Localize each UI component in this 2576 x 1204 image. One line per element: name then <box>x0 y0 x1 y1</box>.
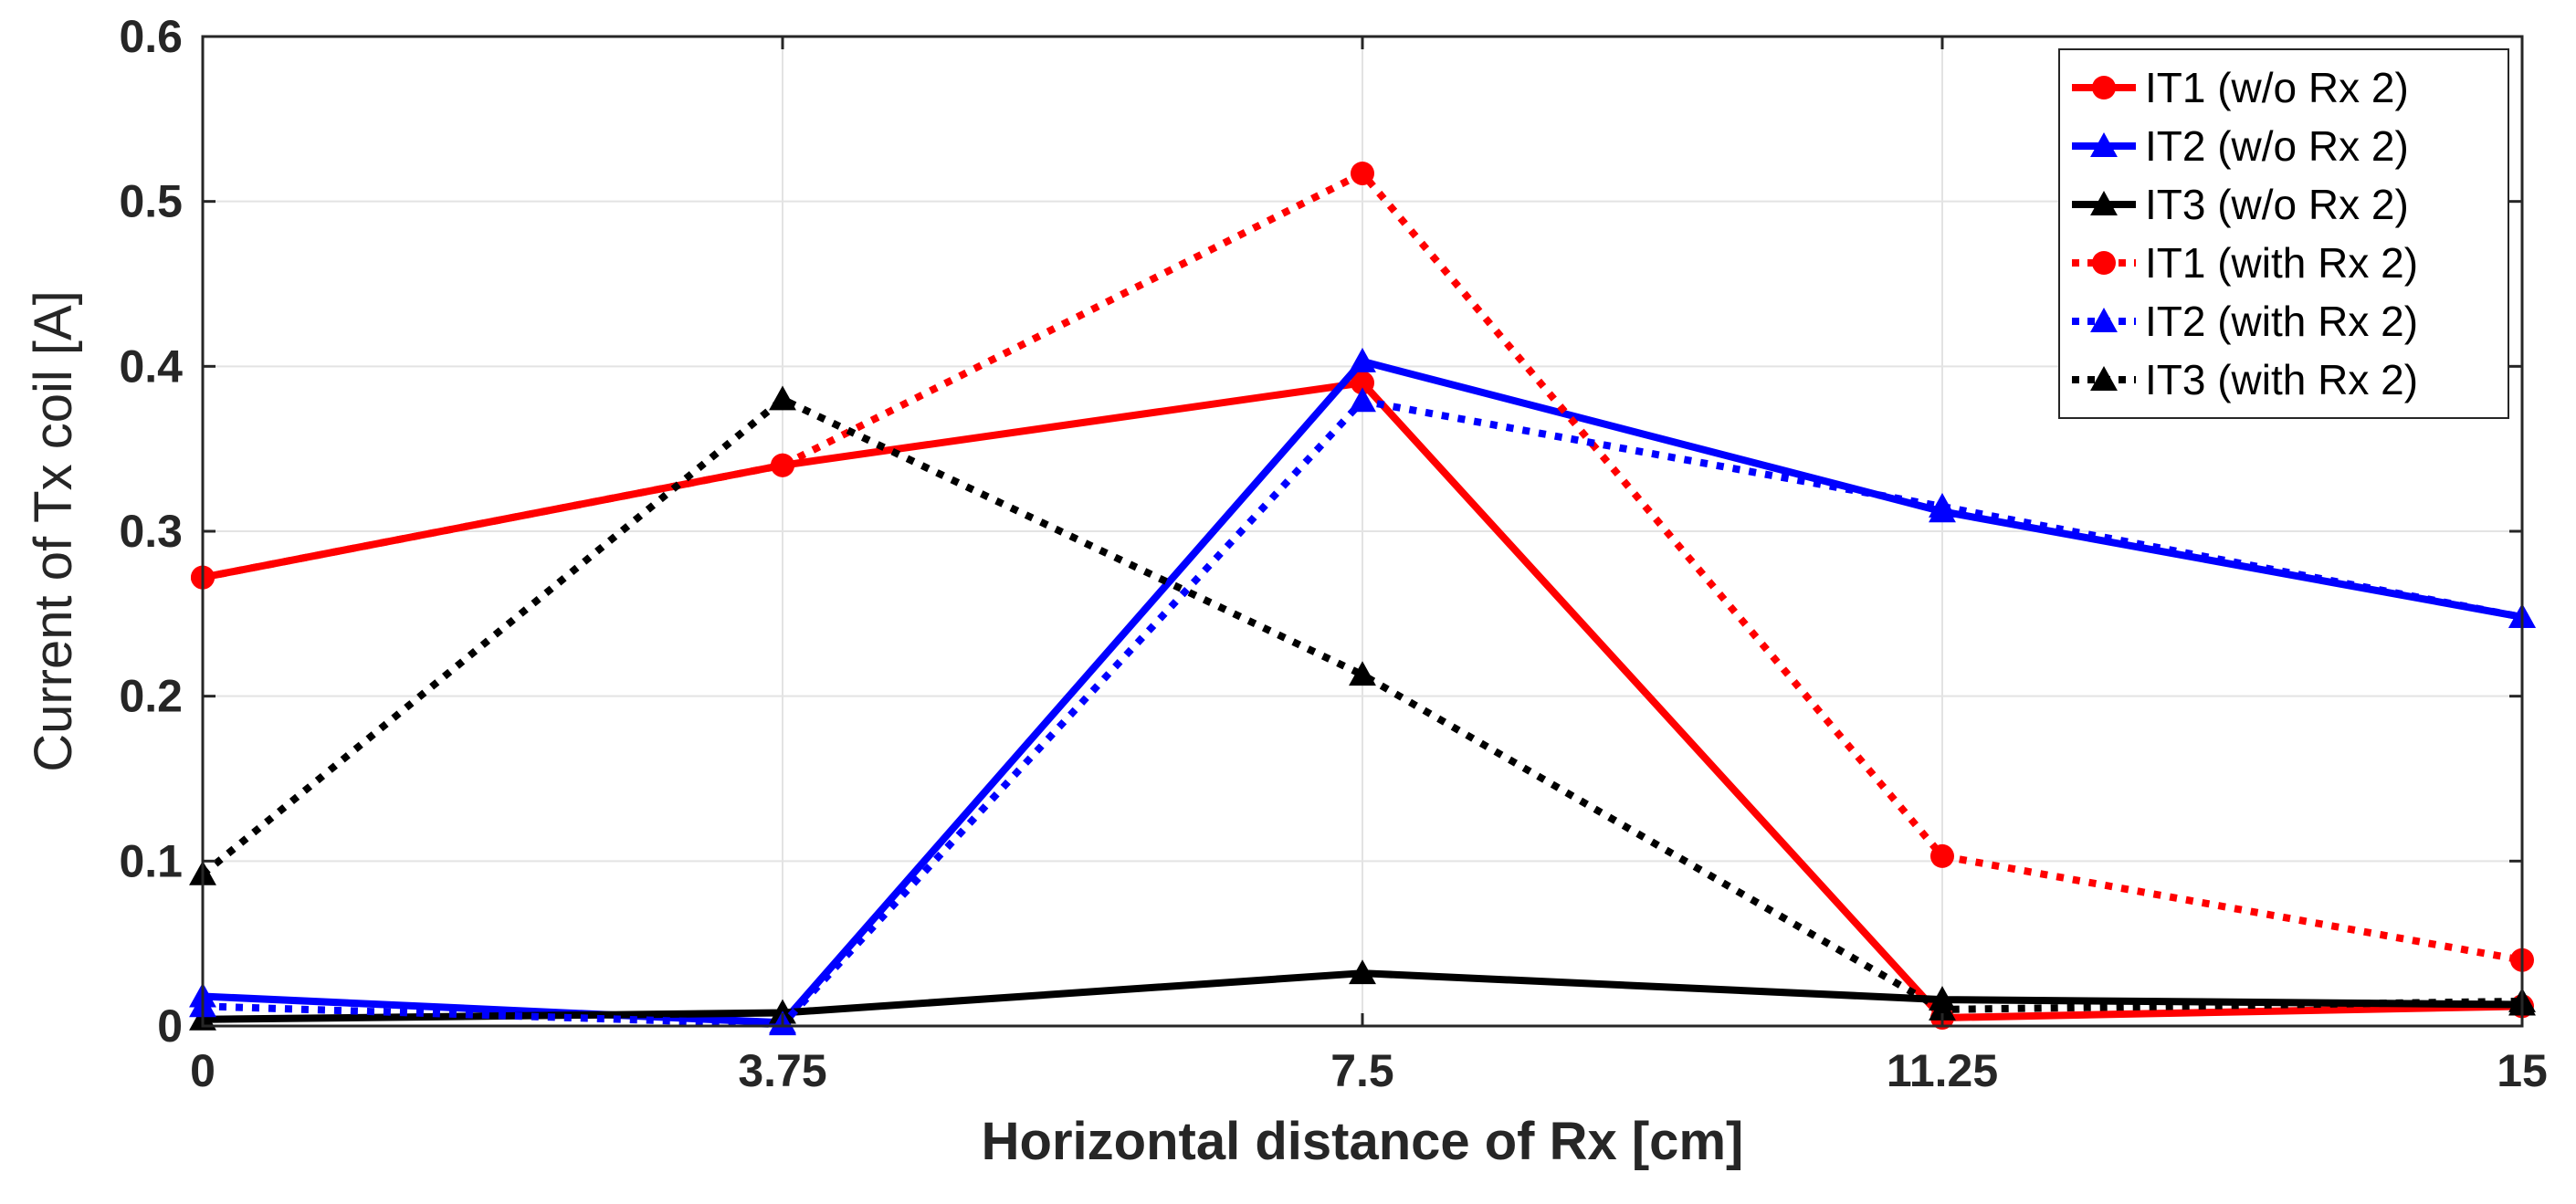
legend-marker <box>2090 366 2118 391</box>
series-line <box>200 395 2523 1013</box>
x-tick-label: 11.25 <box>1887 1045 1998 1096</box>
legend-marker <box>2092 76 2116 99</box>
y-tick-label: 0.5 <box>119 176 183 227</box>
legend-item: IT1 (with Rx 2) <box>2072 239 2418 287</box>
data-point <box>1351 371 1374 395</box>
plot-series <box>189 161 2536 1036</box>
x-tick-label: 0 <box>190 1045 216 1096</box>
x-tick-label: 15 <box>2497 1045 2548 1096</box>
y-tick-label: 0.2 <box>119 671 183 722</box>
y-tick-label: 0 <box>157 1000 183 1052</box>
legend-item: IT2 (with Rx 2) <box>2072 298 2418 345</box>
legend-marker <box>2090 132 2118 157</box>
legend-marker <box>2092 251 2116 275</box>
data-point <box>771 453 794 477</box>
axis-ticks: 0 3.75 7.5 11.25 15 0 0.1 0.2 0.3 0.4 0.5 0.6 <box>119 11 2547 1096</box>
legend-label: IT1 (with Rx 2) <box>2145 239 2418 287</box>
legend-label: IT2 (with Rx 2) <box>2145 298 2418 345</box>
y-tick-label: 0.4 <box>119 340 183 392</box>
legend-marker <box>2090 191 2118 215</box>
data-point <box>1349 959 1376 985</box>
legend-marker <box>2090 308 2118 332</box>
legend-item: IT3 (w/o Rx 2) <box>2072 181 2409 228</box>
legend-label: IT3 (w/o Rx 2) <box>2145 181 2409 228</box>
legend-box <box>2058 48 2509 419</box>
legend-item: IT3 (with Rx 2) <box>2072 356 2418 403</box>
legend-label: IT3 (with Rx 2) <box>2145 356 2418 403</box>
y-tick-label: 0.6 <box>119 11 183 62</box>
data-point <box>1929 995 1956 1021</box>
data-point <box>1349 387 1376 413</box>
data-point <box>1349 661 1376 686</box>
data-point <box>769 385 796 411</box>
data-point <box>1930 843 1954 868</box>
legend-item: IT1 (w/o Rx 2) <box>2072 64 2409 111</box>
legend-label: IT2 (w/o Rx 2) <box>2145 122 2409 170</box>
legend-label: IT1 (w/o Rx 2) <box>2145 64 2409 111</box>
data-point <box>1351 161 1374 185</box>
y-axis-title: Current of Tx coil [A] <box>24 290 83 772</box>
x-tick-label: 7.5 <box>1330 1045 1394 1096</box>
y-tick-label: 0.1 <box>119 835 183 886</box>
x-tick-label: 3.75 <box>738 1045 826 1096</box>
y-tick-label: 0.3 <box>119 506 183 557</box>
data-point <box>1349 347 1376 372</box>
legend-item: IT2 (w/o Rx 2) <box>2072 122 2409 170</box>
x-axis-title: Horizontal distance of Rx [cm] <box>982 1112 1744 1171</box>
data-point <box>1929 492 1956 518</box>
legend: IT1 (w/o Rx 2) IT2 (w/o Rx 2) IT3 (w/o Rx … <box>2058 48 2509 419</box>
series-4 <box>191 161 2534 972</box>
